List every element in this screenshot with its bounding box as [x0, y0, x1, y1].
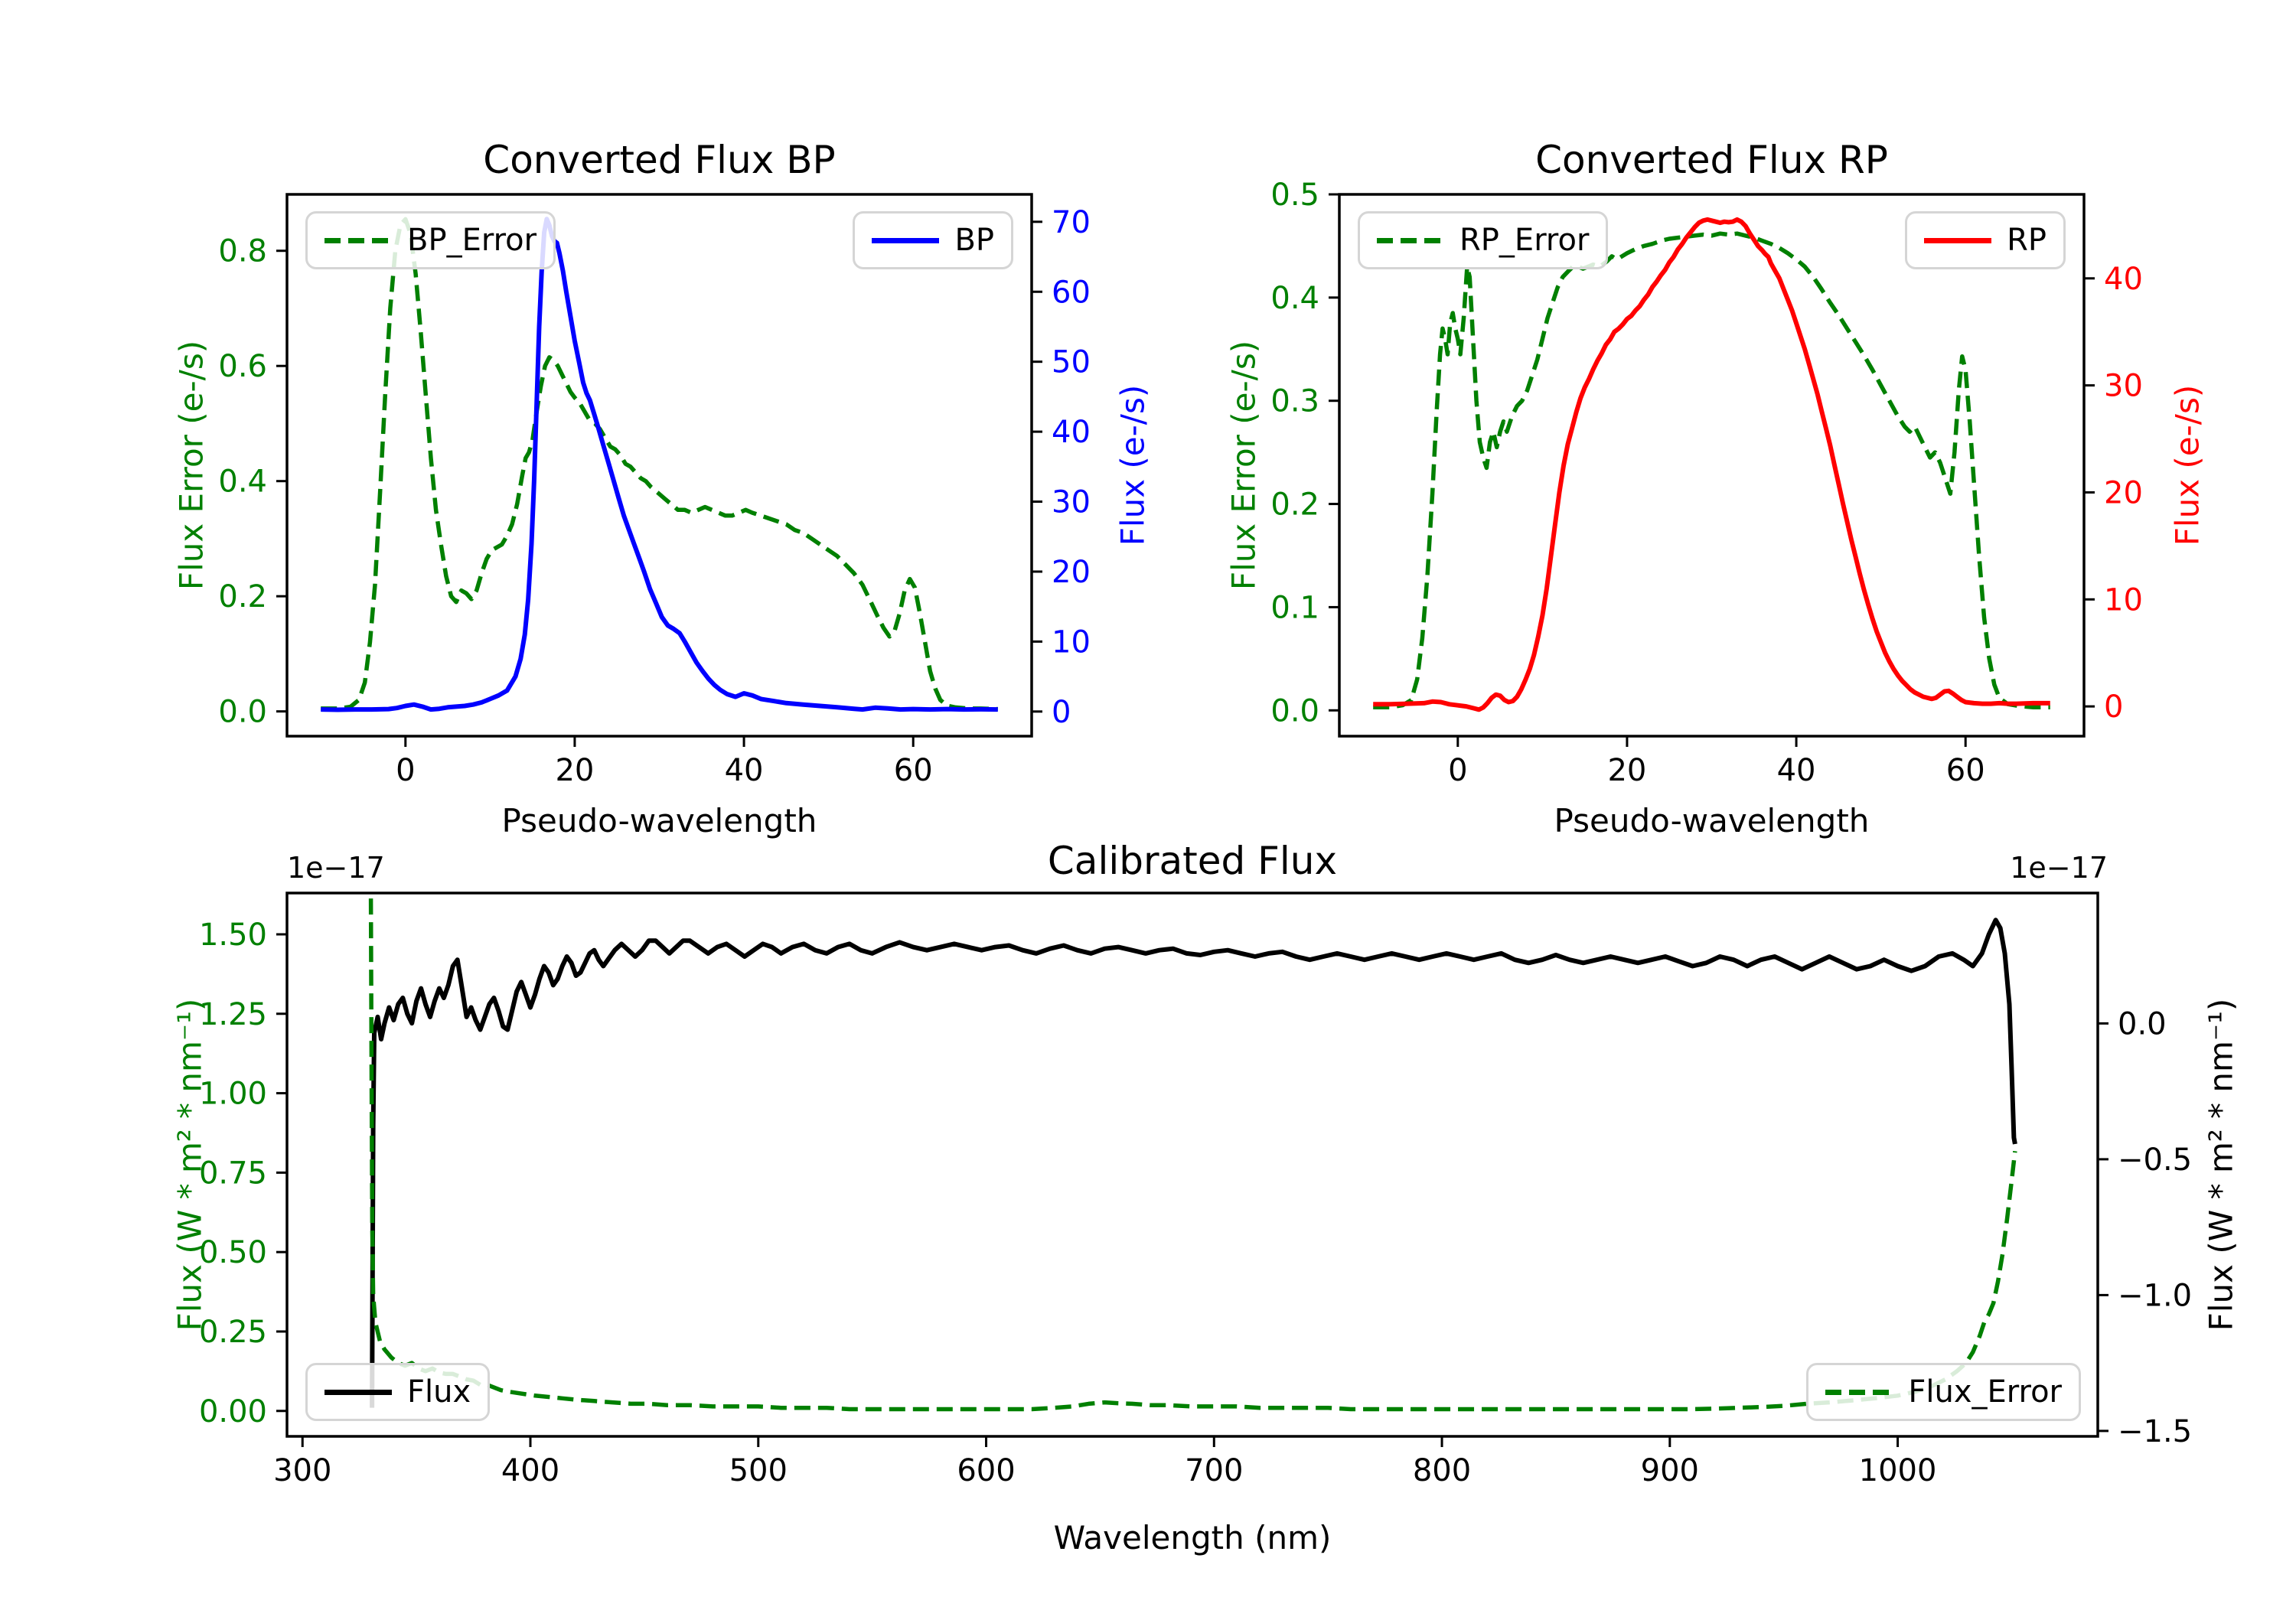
rp-legend: RP: [1905, 211, 2066, 269]
y-right-tick-label: 10: [1052, 624, 1091, 660]
rp-error-legend-label: RP_Error: [1459, 223, 1590, 258]
y-left-tick-label: 1.00: [199, 1077, 267, 1112]
axes-frame: [1338, 193, 2086, 738]
bp-error-legend: BP_Error: [305, 211, 556, 269]
y-right-tick-label: 40: [2104, 262, 2143, 297]
calibrated-left-offset-text: 1e−17: [287, 851, 385, 885]
y-left-tick-label: 0.6: [218, 349, 267, 384]
y-right-tick-label: 70: [1052, 205, 1091, 240]
series-bp: [321, 217, 998, 712]
y-left-tick-label: 0.75: [199, 1156, 267, 1191]
rp-axes: 0 20 40 60 0.0 0.1 0.2 0.3 0.4 0.5 0 10 20 30 40: [1270, 178, 2143, 788]
bp-ylabel-right: Flux (e-/s): [1114, 384, 1152, 546]
flux-error-legend-label: Flux_Error: [1908, 1374, 2062, 1410]
calibrated-ylabel-left: Flux (W * m² * nm⁻¹): [171, 998, 209, 1332]
calibrated-axes: 300 400 500 600 700 800 900 1000 0.00 0.25 0.50 0.7…: [199, 892, 2192, 1488]
y-right-tick-label: −0.5: [2118, 1143, 2192, 1178]
y-right-tick-label: −1.0: [2118, 1278, 2192, 1313]
y-right-tick-label: 30: [2104, 369, 2143, 404]
flux-legend-label: Flux: [407, 1374, 471, 1410]
flux-error-legend-line-icon: [1825, 1389, 1893, 1395]
flux-error-legend: Flux_Error: [1806, 1363, 2081, 1421]
x-tick-label: 500: [729, 1453, 788, 1488]
bp-legend: BP: [853, 211, 1013, 269]
rp-error-legend: RP_Error: [1358, 211, 1609, 269]
y-right-tick-label: 0: [2104, 689, 2123, 725]
x-tick-label: 600: [957, 1453, 1015, 1488]
y-left-tick-label: 0.25: [199, 1315, 267, 1350]
x-tick-label: 0: [1448, 753, 1467, 788]
y-right-tick-label: 10: [2104, 582, 2143, 618]
rp-title: Converted Flux RP: [1535, 138, 1888, 182]
x-tick-label: 700: [1185, 1453, 1243, 1488]
y-left-tick-label: 1.25: [199, 997, 267, 1032]
calibrated-ylabel-right: Flux (W * m² * nm⁻¹): [2202, 998, 2240, 1332]
x-tick-label: 800: [1413, 1453, 1471, 1488]
y-left-tick-label: 0.4: [1270, 281, 1319, 316]
y-left-tick-label: 0.4: [218, 464, 267, 500]
bp-error-legend-label: BP_Error: [407, 223, 537, 258]
series-bp_error: [321, 217, 998, 712]
x-tick-label: 20: [1607, 753, 1646, 788]
y-right-tick-label: 0: [1052, 695, 1071, 730]
y-left-tick-label: 0.0: [218, 695, 267, 730]
flux-legend: Flux: [305, 1363, 491, 1421]
rp-xlabel: Pseudo-wavelength: [1554, 802, 1870, 839]
rp-error-legend-line-icon: [1377, 237, 1444, 243]
bp-ylabel-left: Flux Error (e-/s): [172, 340, 210, 591]
x-tick-label: 40: [1777, 753, 1816, 788]
y-left-tick-label: 0.00: [199, 1394, 267, 1429]
calibrated-xlabel: Wavelength (nm): [1053, 1519, 1332, 1556]
rp-ylabel-right: Flux (e-/s): [2168, 384, 2206, 546]
axes-frame: [285, 193, 1033, 738]
axes-frame: [285, 892, 2099, 1438]
rp-legend-line-icon: [1924, 237, 1992, 243]
series-flux_error: [368, 898, 2017, 1412]
bp-legend-label: BP: [954, 223, 994, 258]
bp-axes: 0 20 40 60 0.0 0.2 0.4 0.6 0.8 0 10 20 30 40 50 60 70: [218, 193, 1091, 788]
y-left-tick-label: 1.50: [199, 918, 267, 953]
rp-legend-label: RP: [2007, 223, 2047, 258]
x-tick-label: 60: [894, 753, 933, 788]
series-rp: [1373, 217, 2050, 712]
x-tick-label: 300: [273, 1453, 331, 1488]
bp-error-legend-line-icon: [325, 237, 392, 243]
y-right-tick-label: 0.0: [2118, 1006, 2167, 1041]
y-left-tick-label: 0.1: [1270, 590, 1319, 625]
bp-xlabel: Pseudo-wavelength: [501, 802, 817, 839]
y-right-tick-label: 50: [1052, 345, 1091, 380]
y-right-tick-label: 60: [1052, 275, 1091, 310]
calibrated-title: Calibrated Flux: [1047, 839, 1338, 883]
series-flux: [370, 918, 2017, 1408]
bp-title: Converted Flux BP: [483, 138, 836, 182]
y-left-tick-label: 0.5: [1270, 178, 1319, 213]
x-tick-label: 400: [501, 1453, 559, 1488]
y-right-tick-label: 20: [2104, 475, 2143, 510]
rp-ylabel-left: Flux Error (e-/s): [1225, 340, 1263, 591]
series-rp_error: [1373, 231, 2050, 709]
x-tick-label: 20: [555, 753, 594, 788]
y-left-tick-label: 0.50: [199, 1235, 267, 1270]
calibrated-right-offset-text: 1e−17: [2010, 851, 2108, 885]
x-tick-label: 1000: [1859, 1453, 1937, 1488]
y-left-tick-label: 0.2: [1270, 487, 1319, 523]
y-left-tick-label: 0.0: [1270, 693, 1319, 729]
bp-legend-line-icon: [872, 237, 940, 243]
y-left-tick-label: 0.3: [1270, 384, 1319, 419]
y-left-tick-label: 0.2: [218, 579, 267, 614]
x-tick-label: 60: [1946, 753, 1985, 788]
x-tick-label: 0: [396, 753, 415, 788]
y-right-tick-label: −1.5: [2118, 1414, 2192, 1449]
x-tick-label: 900: [1641, 1453, 1699, 1488]
flux-legend-line-icon: [325, 1389, 392, 1395]
y-right-tick-label: 20: [1052, 555, 1091, 590]
x-tick-label: 40: [725, 753, 764, 788]
y-right-tick-label: 30: [1052, 485, 1091, 520]
y-right-tick-label: 40: [1052, 415, 1091, 450]
y-left-tick-label: 0.8: [218, 234, 267, 269]
